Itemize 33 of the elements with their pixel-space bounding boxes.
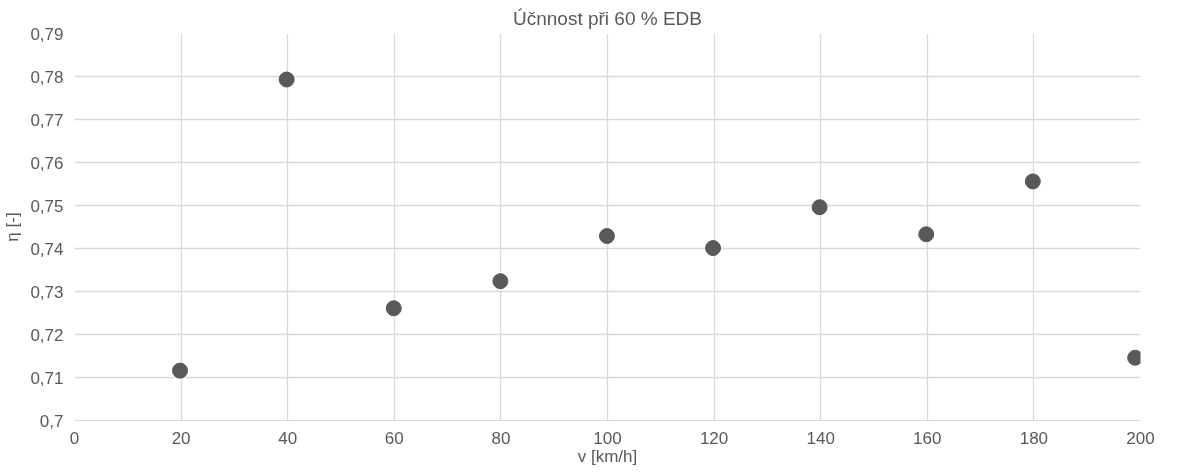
y-tick-label: 0,7 bbox=[39, 411, 64, 431]
x-tick-label: 140 bbox=[806, 428, 835, 448]
x-tick-label: 160 bbox=[913, 428, 942, 448]
x-tick-label: 0 bbox=[69, 428, 80, 448]
point bbox=[278, 71, 295, 88]
x-tick-label: 100 bbox=[593, 428, 622, 448]
y-tick-label: 0,72 bbox=[30, 325, 64, 345]
y-tick-label: 0,71 bbox=[30, 368, 64, 388]
y-tick-label: 0,77 bbox=[30, 110, 64, 130]
point bbox=[1024, 173, 1041, 190]
point bbox=[705, 240, 722, 257]
y-tick-label: 0,76 bbox=[30, 153, 64, 173]
point bbox=[492, 273, 509, 290]
point bbox=[598, 228, 615, 245]
x-tick-label: 60 bbox=[384, 428, 404, 448]
y-tick-label: 0,75 bbox=[30, 196, 64, 216]
point bbox=[172, 362, 189, 379]
x-tick-label: 180 bbox=[1019, 428, 1049, 448]
y-tick-label: 0,78 bbox=[30, 67, 64, 87]
point bbox=[918, 226, 935, 243]
y-tick-label: 0,73 bbox=[30, 282, 64, 302]
x-axis-title: v [km/h] bbox=[577, 446, 638, 466]
x-tick-label: 20 bbox=[171, 428, 191, 448]
x-tick-label: 200 bbox=[1126, 428, 1155, 448]
point bbox=[811, 199, 828, 216]
point bbox=[385, 300, 402, 317]
x-tick-label: 120 bbox=[699, 428, 729, 448]
chart-title: Účnnost při 60 % EDB bbox=[512, 7, 703, 29]
y-tick-label: 0,74 bbox=[30, 239, 64, 259]
x-tick-label: 80 bbox=[491, 428, 511, 448]
y-axis-title: η [-] bbox=[3, 212, 23, 242]
x-tick-label: 40 bbox=[278, 428, 298, 448]
y-tick-label: 0,79 bbox=[30, 24, 64, 44]
